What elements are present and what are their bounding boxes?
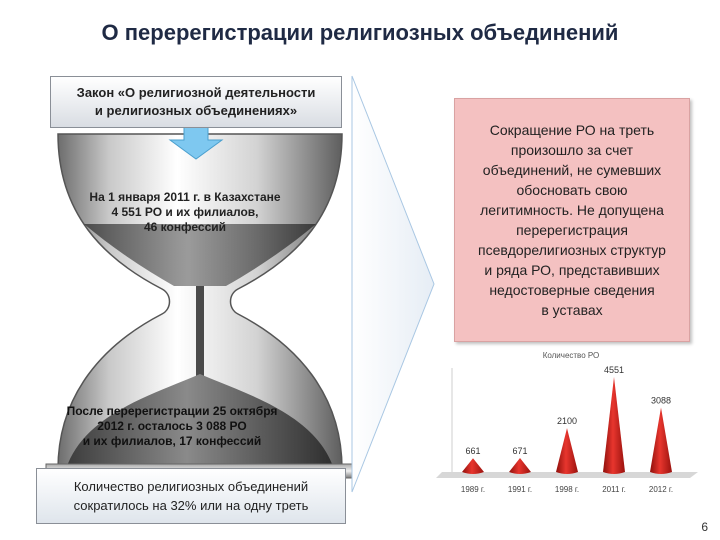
chart-category-label: 1991 г. [508,485,532,494]
reduction-line: легитимность. Не допущена [480,202,664,218]
after-2012-line2: 2012 г. осталось 3 088 РО [97,419,247,433]
chart-cone [462,458,484,474]
chart-value-label: 2100 [557,416,577,426]
after-2012-line1: После перерегистрации 25 октября [66,404,278,418]
chart-value-label: 661 [465,446,480,456]
chart-category-label: 2011 г. [602,485,626,494]
chart-value-label: 3088 [651,396,671,406]
cone-chart: Количество РО 661 1989 г. 671 1991 г. 2100 19… [436,351,698,494]
law-box: Закон «О религиозной деятельности и рели… [50,76,342,128]
reduction-line: обосновать свою [516,182,628,198]
chart-title: Количество РО [543,351,600,360]
summary-box: Количество религиозных объединений сокра… [36,468,346,524]
chart-cone [509,457,531,474]
after-2012-line3: и их филиалов, 17 конфессий [82,434,262,448]
reduction-line: и ряда РО, представивших [484,262,660,278]
reduction-line: Сокращение РО на треть [489,122,655,138]
chevron-arrow-icon [351,75,435,493]
chart-category-label: 2012 г. [649,485,673,494]
jan-2011-line1: На 1 января 2011 г. в Казахстане [89,190,281,204]
chart-value-label: 4551 [604,365,624,375]
jan-2011-line3: 46 конфессий [143,220,227,234]
chart-value-label: 671 [512,446,527,456]
chart-cone [603,377,625,474]
reduction-line: псевдорелигиозных структур [478,242,666,258]
after-2012-text: После перерегистрации 25 октября 2012 г.… [44,404,300,449]
law-box-line1: Закон «О религиозной деятельности [76,85,316,100]
page-number: 6 [701,520,708,534]
down-arrow-icon [168,126,224,160]
reduction-line: недостоверные сведения [489,282,655,298]
jan-2011-text: На 1 января 2011 г. в Казахстане 4 551 Р… [60,190,310,235]
chart-category-label: 1989 г. [461,485,485,494]
jan-2011-line2: 4 551 РО и их филиалов, [111,205,259,219]
chart-cone [650,407,672,474]
summary-line1: Количество религиозных объединений [73,479,309,494]
reduction-box: Сокращение РО на треть произошло за счет… [454,98,690,342]
law-box-line2: и религиозных объединениях» [94,103,298,118]
chart-cone [556,428,578,474]
reduction-line: в уставах [541,302,603,318]
reduction-line: объединений, не сумевших [482,162,662,178]
slide-title: О перерегистрации религиозных объединени… [101,20,619,45]
summary-line2: сократилось на 32% или на одну треть [73,498,309,513]
reduction-line: произошло за счет [510,142,634,158]
reduction-line: перерегистрация [516,222,628,238]
chart-category-label: 1998 г. [555,485,579,494]
